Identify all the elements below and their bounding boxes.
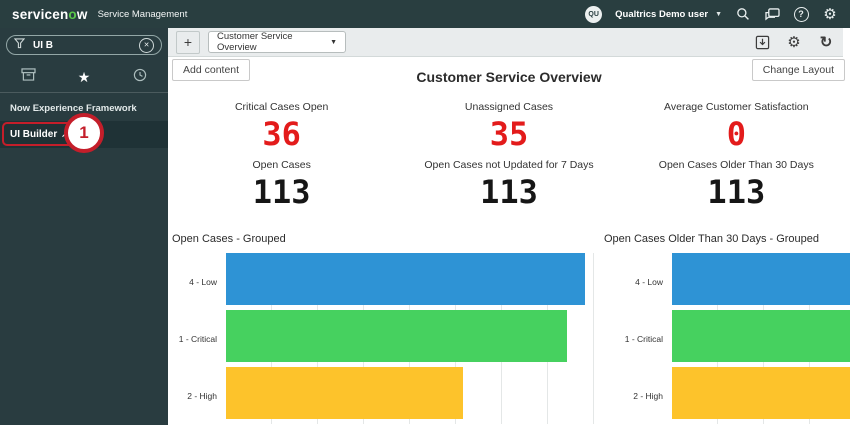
gear-icon[interactable]: ⚙ [823, 5, 837, 23]
clear-search-icon[interactable]: ✕ [139, 37, 154, 53]
bar-category-label: 1 - Critical [178, 333, 217, 344]
tab-history[interactable] [112, 68, 168, 87]
metric-value: 113 [480, 173, 538, 211]
change-layout-button[interactable]: Change Layout [751, 59, 845, 81]
bar-1-critical[interactable] [226, 310, 567, 362]
search-input[interactable] [31, 38, 133, 52]
sidebar-filter-search[interactable]: ✕ [6, 35, 162, 55]
metric-value: 0 [726, 115, 746, 153]
app-header: servicenow Service Management QU Qualtri… [0, 0, 850, 28]
dashboard-toolbar: + Customer Service Overview ▼ ⚙ ↻ [168, 28, 843, 57]
bar-4-low[interactable] [672, 253, 850, 305]
logo-text-suffix: w [76, 6, 88, 22]
dashboard-selector[interactable]: Customer Service Overview ▼ [208, 31, 346, 53]
sidebar-tabs: ★ [0, 62, 168, 93]
metric-value: 113 [707, 173, 766, 211]
funnel-icon [13, 36, 26, 54]
chart-open-cases-older-30-grouped: Open Cases Older Than 30 Days - Grouped … [604, 229, 850, 425]
metric-label: Open Cases Older Than 30 Days [658, 159, 814, 171]
chart-title: Open Cases Older Than 30 Days - Grouped [604, 233, 820, 245]
star-icon: ★ [77, 69, 91, 85]
clock-icon [133, 68, 147, 87]
charts-row: Open Cases - Grouped 4 - Low 1 - Critical… [172, 229, 850, 425]
bar-category-label: 4 - Low [189, 276, 217, 287]
chart-category-labels: 4 - Low 1 - Critical 2 - High [604, 253, 672, 424]
chat-icon[interactable] [764, 6, 780, 22]
chevron-down-icon: ▼ [330, 38, 337, 46]
search-icon[interactable] [735, 6, 751, 22]
metric-card[interactable]: Open Cases not Updated for 7 Days 113 [395, 155, 622, 213]
bar-4-low[interactable] [226, 253, 585, 305]
metric-value: 35 [489, 115, 529, 153]
add-content-button[interactable]: Add content [172, 59, 251, 81]
bar-category-label: 1 - Critical [624, 333, 663, 344]
metric-card[interactable]: Unassigned Cases 35 [395, 97, 622, 155]
logo-accent-o: o [68, 6, 77, 22]
archive-box-icon [20, 68, 36, 86]
refresh-icon[interactable]: ↻ [819, 34, 833, 51]
metrics-grid: Critical Cases Open 36 Unassigned Cases 35 A… [168, 97, 850, 213]
metric-label: Average Customer Satisfaction [664, 101, 809, 113]
metric-label: Unassigned Cases [464, 101, 554, 113]
user-menu[interactable]: Qualtrics Demo user [615, 8, 709, 20]
sidebar-section-label: Now Experience Framework [10, 103, 137, 114]
metric-value: 36 [262, 115, 301, 153]
chart-plot-area [672, 253, 850, 424]
bar-2-high[interactable] [672, 367, 850, 419]
chart-title: Open Cases - Grouped [172, 233, 286, 245]
sidebar-item-ui-builder[interactable]: UI Builder ↗ 1 [0, 113, 168, 153]
metric-label: Open Cases not Updated for 7 Days [424, 159, 594, 171]
dashboard-title: Customer Service Overview [416, 69, 602, 85]
help-icon[interactable]: ? [793, 6, 809, 22]
bar-1-critical[interactable] [672, 310, 850, 362]
metric-value: 113 [252, 173, 311, 211]
bar-2-high[interactable] [226, 367, 463, 419]
dashboard-selector-value: Customer Service Overview [217, 31, 293, 53]
add-dashboard-tab-button[interactable]: + [176, 30, 200, 54]
metric-label: Open Cases [252, 159, 311, 171]
logo-text: servicen [12, 6, 69, 22]
save-icon[interactable] [753, 33, 771, 51]
dashboard-content: Add content Change Layout Customer Servi… [168, 57, 850, 425]
gear-icon[interactable]: ⚙ [787, 33, 801, 51]
tab-all-applications[interactable] [0, 68, 56, 86]
app-name: Service Management [97, 8, 188, 20]
metric-label: Critical Cases Open [234, 101, 329, 113]
user-menu-caret-icon[interactable]: ▼ [715, 10, 722, 18]
tab-favorites[interactable]: ★ [56, 70, 112, 84]
annotation-step-badge: 1 [64, 113, 104, 153]
metric-card[interactable]: Average Customer Satisfaction 0 [623, 97, 850, 155]
bar-category-label: 4 - Low [635, 276, 663, 287]
sidebar: ✕ ★ Now Experience Framework UI Builder [0, 28, 168, 425]
sidebar-item-label: UI Builder [10, 129, 58, 140]
chart-plot-area [226, 253, 596, 424]
servicenow-logo[interactable]: servicenow [12, 7, 88, 22]
bar-category-label: 2 - High [187, 390, 217, 401]
metric-card[interactable]: Open Cases Older Than 30 Days 113 [623, 155, 850, 213]
chart-category-labels: 4 - Low 1 - Critical 2 - High [172, 253, 226, 424]
metric-card[interactable]: Critical Cases Open 36 [168, 97, 395, 155]
bar-category-label: 2 - High [633, 390, 663, 401]
user-avatar[interactable]: QU [585, 5, 603, 23]
chart-open-cases-grouped: Open Cases - Grouped 4 - Low 1 - Critical… [172, 229, 596, 425]
metric-card[interactable]: Open Cases 113 [168, 155, 395, 213]
